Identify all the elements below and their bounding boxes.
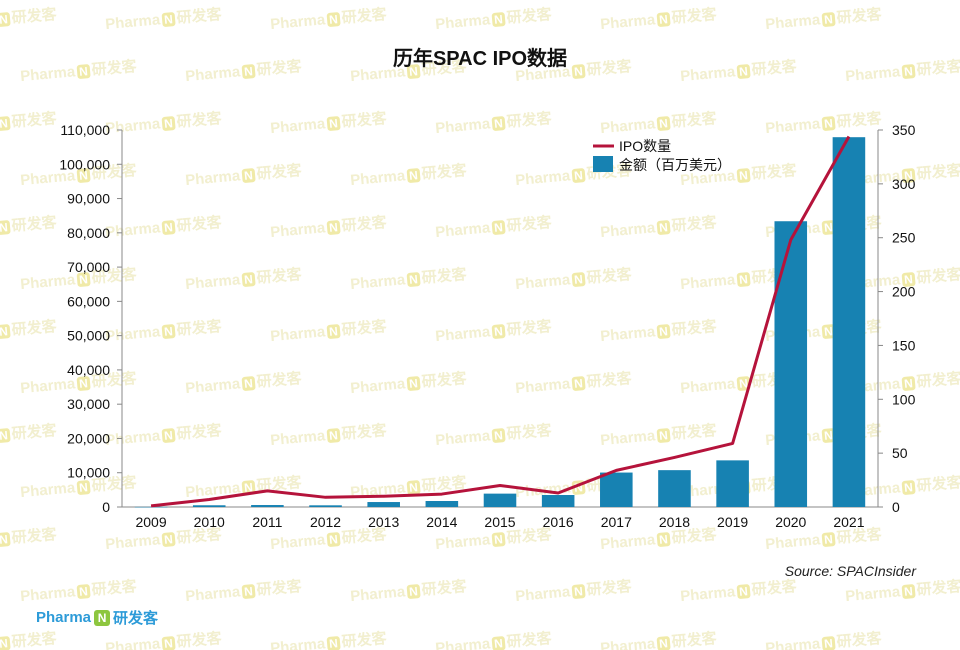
y-right-tick-label: 300: [892, 176, 916, 192]
bar: [541, 495, 575, 507]
legend-bar-label: 金额（百万美元）: [619, 157, 731, 173]
line-series: [150, 135, 851, 508]
y-right-tick-label: 0: [892, 499, 900, 515]
legend-bar-swatch: [593, 156, 613, 172]
x-tick-label: 2017: [601, 514, 632, 530]
x-tick-label: 2012: [310, 514, 341, 530]
x-tick-label: 2014: [426, 514, 457, 530]
y-left-tick-label: 70,000: [67, 259, 110, 275]
y-left-tick-label: 50,000: [67, 328, 110, 344]
chart-title: 历年SPAC IPO数据: [392, 48, 568, 70]
y-left-tick-label: 0: [102, 499, 110, 515]
tick-labels: 0 10,000 20,000 30,000 40,000 50,000 60,000 70,…: [59, 122, 915, 530]
y-left-tick-label: 30,000: [67, 396, 110, 412]
y-left-tick-label: 100,000: [59, 156, 110, 172]
y-right-tick-label: 50: [892, 445, 908, 461]
bar: [134, 506, 168, 508]
y-right-tick-label: 250: [892, 230, 916, 246]
bar: [192, 505, 226, 507]
brand-logo: Pharma N 研发客: [36, 607, 158, 628]
bar: [367, 502, 400, 507]
y-left-tick-label: 110,000: [60, 122, 110, 138]
x-tick-label: 2011: [252, 514, 282, 530]
y-right-tick-label: 200: [892, 284, 916, 300]
bar: [425, 501, 459, 507]
x-tick-label: 2015: [484, 514, 515, 530]
x-tick-label: 2010: [194, 514, 225, 530]
brand-mark: N: [94, 609, 111, 626]
bar: [658, 470, 691, 507]
brand-prefix: Pharma: [36, 609, 92, 626]
y-right-tick-label: 350: [892, 122, 916, 138]
bar: [774, 221, 808, 507]
x-tick-label: 2018: [659, 514, 690, 530]
x-tick-label: 2019: [717, 514, 748, 530]
x-tick-label: 2009: [135, 514, 166, 530]
bar: [832, 137, 866, 507]
x-tick-label: 2020: [775, 514, 806, 530]
x-tick-label: 2021: [833, 514, 864, 530]
y-left-tick-label: 80,000: [67, 225, 110, 241]
y-left-tick-label: 90,000: [67, 191, 110, 207]
y-left-tick-label: 10,000: [67, 465, 110, 481]
y-left-tick-label: 20,000: [67, 430, 110, 446]
bar: [716, 460, 749, 507]
brand-suffix: 研发客: [113, 610, 159, 627]
bar: [251, 505, 284, 507]
y-left-tick-label: 60,000: [67, 293, 110, 309]
bar: [483, 493, 517, 507]
x-tick-label: 2016: [543, 514, 574, 530]
bar-series: [134, 137, 866, 508]
y-right-tick-label: 150: [892, 337, 916, 353]
bar: [309, 505, 342, 507]
source-note: Source: SPACInsider: [784, 563, 916, 579]
legend-line-label: IPO数量: [619, 138, 671, 154]
x-tick-label: 2013: [368, 514, 399, 530]
y-right-tick-label: 100: [892, 391, 916, 407]
ipo-count-line: [150, 135, 851, 508]
y-left-tick-label: 40,000: [67, 362, 110, 378]
bar: [600, 472, 633, 507]
